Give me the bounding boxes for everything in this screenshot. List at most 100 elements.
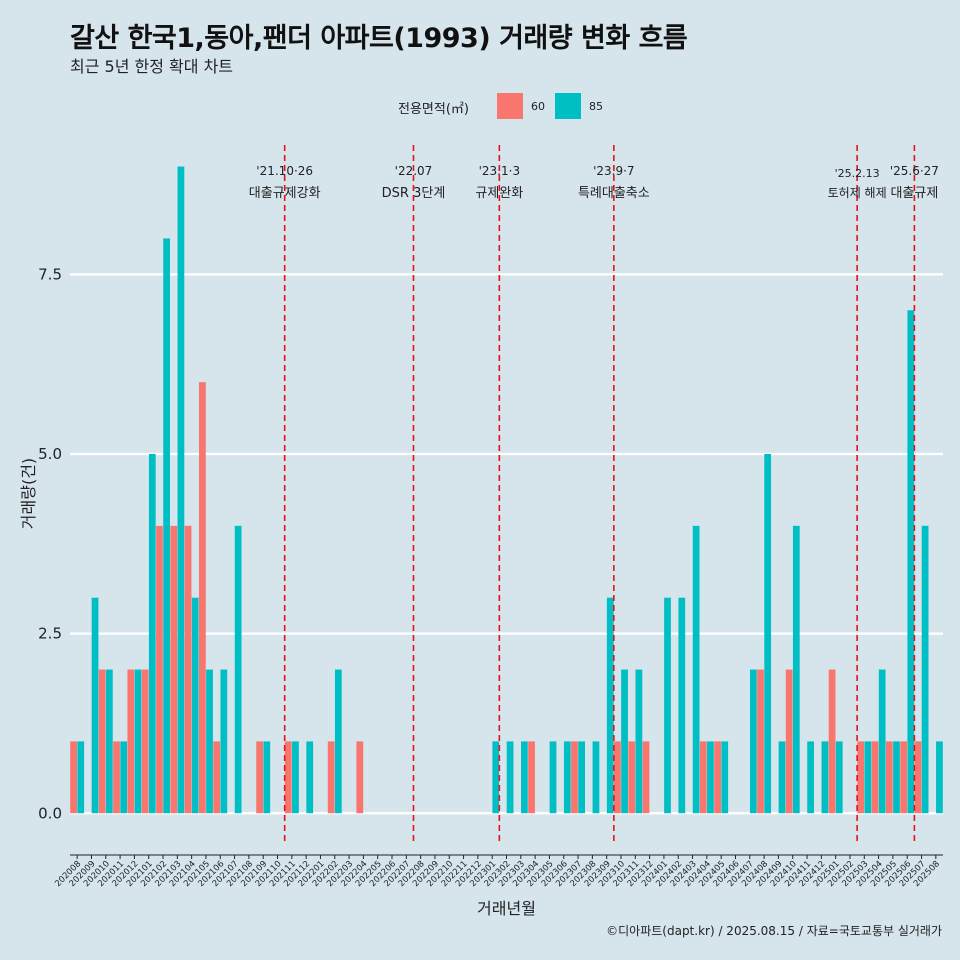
bar-60 [714,741,721,814]
source-caption: ©디아파트(dapt.kr) / 2025.08.15 / 자료=국토교통부 실… [606,924,942,938]
bar-60 [284,741,292,814]
event-label: 규제완화 [475,186,523,201]
event-label: 대출규제강화 [249,186,321,201]
bar-85 [334,669,342,814]
bar-85 [105,669,113,814]
event-date: '25.6·27 [890,164,939,178]
bar-85 [134,669,142,814]
x-axis-title: 거래년월 [477,899,536,918]
bar-85 [821,741,829,814]
bar-60 [871,741,879,814]
bar-60 [327,741,335,814]
bar-85 [506,741,514,814]
event-date: '25.2.13 [835,167,880,180]
bar-60 [885,741,893,814]
y-tick-label: 0.0 [38,804,62,822]
bar-85 [893,741,900,814]
bar-60 [785,669,793,814]
bar-85 [91,597,99,814]
bar-60 [98,669,106,814]
bar-60 [70,741,77,814]
bar-85 [148,453,156,814]
y-axis-title: 거래량(건) [19,458,38,529]
bar-85 [120,741,128,814]
bar-60 [256,741,264,814]
bar-85 [621,669,628,814]
event-label: 토허제 해제 [828,186,887,200]
bar-85 [578,741,586,814]
bar-60 [113,741,120,814]
bar-60 [900,741,908,814]
bar-85 [807,741,814,814]
legend-title: 전용면적(㎡) [398,102,469,117]
bar-85 [234,525,242,814]
bar-85 [635,669,643,814]
bar-85 [664,597,671,814]
bar-85 [835,741,843,814]
bar-85 [177,166,185,814]
bar-85 [563,741,571,814]
bar-60 [857,741,865,814]
bar-60 [614,741,621,814]
bar-85 [936,741,943,814]
bar-60 [628,741,636,814]
bar-60 [141,669,149,814]
bar-60 [914,741,922,814]
event-date: '23.1·3 [479,164,520,178]
y-tick-label: 5.0 [38,445,62,463]
bar-85 [306,741,314,814]
y-tick-label: 2.5 [38,625,62,643]
bar-85 [77,741,85,814]
bar-85 [864,741,872,814]
bar-85 [521,741,528,814]
event-label: 특례대출축소 [578,186,650,201]
event-label: 대출규제 [890,186,938,201]
bar-60 [757,669,764,814]
bar-85 [878,669,886,814]
bar-85 [220,669,228,814]
bar-85 [678,597,686,814]
legend-key-85 [555,93,581,119]
bar-85 [692,525,700,814]
event-date: '22.07 [395,164,433,178]
bar-85 [907,310,915,814]
bar-60 [642,741,650,814]
y-tick-label: 7.5 [38,265,62,283]
bar-60 [199,382,206,814]
legend-label-60: 60 [531,100,545,113]
bar-60 [828,669,836,814]
bar-60 [156,525,163,814]
chart-title: 갈산 한국1,동아,팬더 아파트(1993) 거래량 변화 흐름 [70,23,688,54]
bar-60 [184,525,192,814]
bar-85 [764,453,772,814]
bar-85 [592,741,600,814]
bar-85 [606,597,614,814]
bar-85 [206,669,213,814]
bar-85 [292,741,299,814]
bar-85 [492,741,500,814]
bar-60 [571,741,578,814]
bar-85 [263,741,271,814]
bar-85 [792,525,800,814]
bar-60 [528,741,535,814]
bar-85 [549,741,557,814]
bar-60 [127,669,135,814]
bar-85 [721,741,729,814]
event-date: '21.10·26 [256,164,313,178]
legend-label-85: 85 [589,100,603,113]
event-date: '23.9·7 [593,164,634,178]
bar-85 [707,741,714,814]
event-label: DSR 3단계 [382,186,446,201]
bar-60 [170,525,178,814]
bar-85 [749,669,757,814]
bar-60 [213,741,221,814]
bar-60 [356,741,364,814]
chart-subtitle: 최근 5년 한정 확대 차트 [70,57,234,76]
bar-85 [921,525,929,814]
legend: 전용면적(㎡) 60 85 [0,92,960,124]
bar-85 [778,741,786,814]
legend-key-60 [497,93,523,119]
bar-85 [191,597,199,814]
bar-60 [699,741,707,814]
